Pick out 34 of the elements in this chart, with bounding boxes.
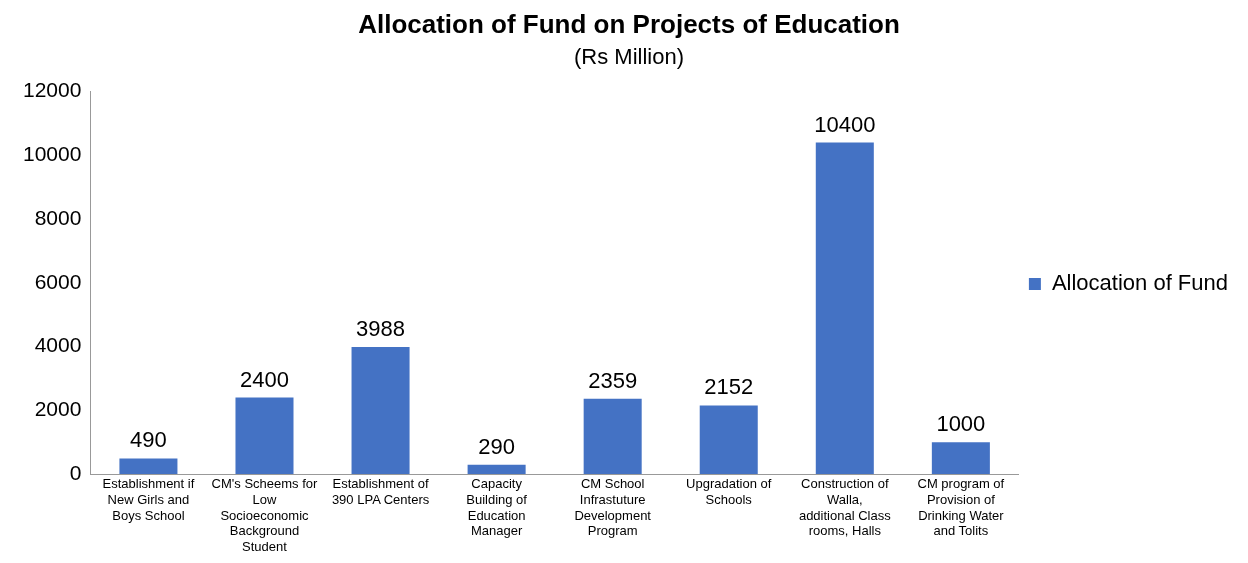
chart-title: Allocation of Fund on Projects of Education: [358, 8, 900, 39]
y-tick-label: 10000: [22, 142, 82, 166]
data-label: 10400: [814, 111, 876, 137]
chart-subtitle: (Rs Million): [574, 44, 684, 70]
bar: [815, 142, 874, 474]
data-label: 490: [130, 427, 167, 453]
x-tick-label: Establishment if New Girls and Boys School: [102, 476, 195, 523]
y-tick-label: 6000: [34, 269, 82, 293]
x-tick-label: Establishment of 390 LPA Centers: [331, 476, 430, 507]
bar: [699, 405, 758, 474]
x-tick-label: Capacity Building of Education Manager: [466, 476, 528, 539]
data-label: 2359: [588, 367, 638, 393]
x-tick-label: CM's Scheems for Low Socioeconomic Background Student: [211, 476, 319, 554]
legend-label: Allocation of Fund: [1051, 270, 1228, 296]
y-tick-label: 0: [69, 460, 82, 484]
bar: [583, 398, 642, 474]
x-tick-label: Upgradation of Schools: [686, 476, 772, 507]
y-tick-label: 4000: [34, 333, 82, 357]
y-tick-label: 8000: [34, 205, 82, 229]
bar: [119, 458, 178, 474]
data-label: 3988: [356, 315, 406, 341]
y-tick-label: 2000: [34, 397, 82, 421]
bar: [235, 397, 294, 474]
bar: [467, 464, 526, 474]
data-label: 2400: [240, 366, 289, 392]
x-tick-label: CM School Infrastuture Development Program: [574, 476, 652, 539]
x-tick-label: CM program of Provision of Drinking Water and Tolits: [917, 476, 1005, 539]
x-tick-label: Construction of Walla, additional Class rooms, Halls: [798, 476, 892, 539]
data-label: 2152: [704, 374, 754, 400]
bar: [931, 442, 990, 474]
data-label: 1000: [936, 411, 986, 437]
y-tick-label: 12000: [22, 78, 82, 102]
data-label: 290: [478, 433, 515, 459]
bar: [351, 346, 410, 474]
